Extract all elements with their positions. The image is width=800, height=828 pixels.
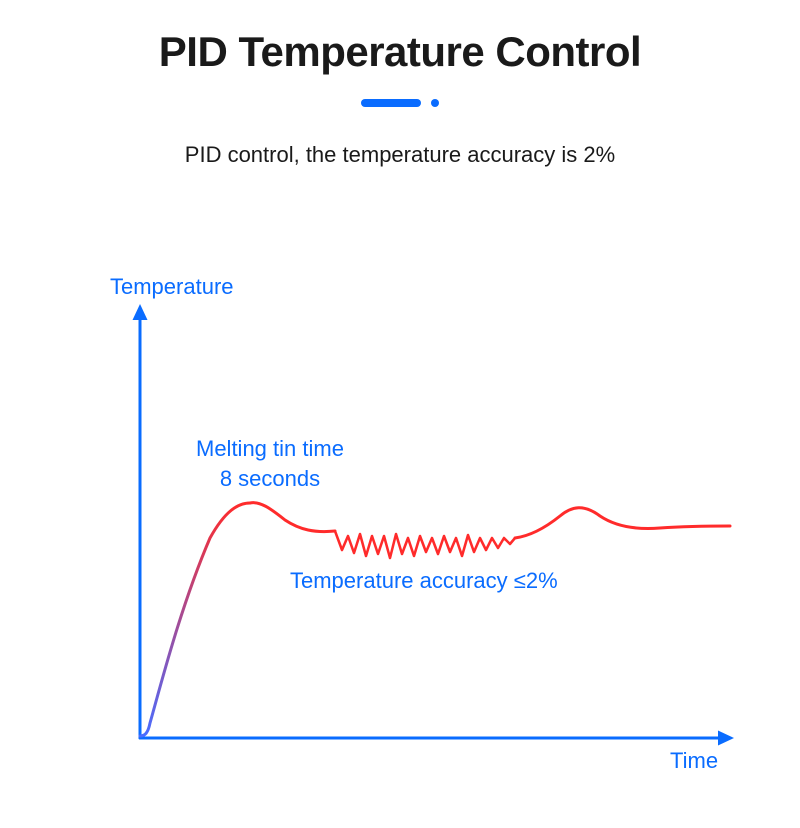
temperature-chart: Temperature Melting tin time 8 seconds T…	[90, 268, 750, 788]
y-axis-label: Temperature	[110, 274, 234, 300]
subtitle: PID control, the temperature accuracy is…	[0, 142, 800, 168]
annotation-melting-line2: 8 seconds	[220, 466, 320, 491]
divider-dot	[431, 99, 439, 107]
x-axis-label: Time	[670, 748, 718, 774]
annotation-melting-line1: Melting tin time	[196, 436, 344, 461]
annotation-melting-time: Melting tin time 8 seconds	[196, 434, 344, 493]
title-divider	[0, 94, 800, 112]
annotation-accuracy: Temperature accuracy ≤2%	[290, 568, 558, 594]
page-title: PID Temperature Control	[0, 28, 800, 76]
divider-bar	[361, 99, 421, 107]
chart-svg	[90, 268, 750, 788]
